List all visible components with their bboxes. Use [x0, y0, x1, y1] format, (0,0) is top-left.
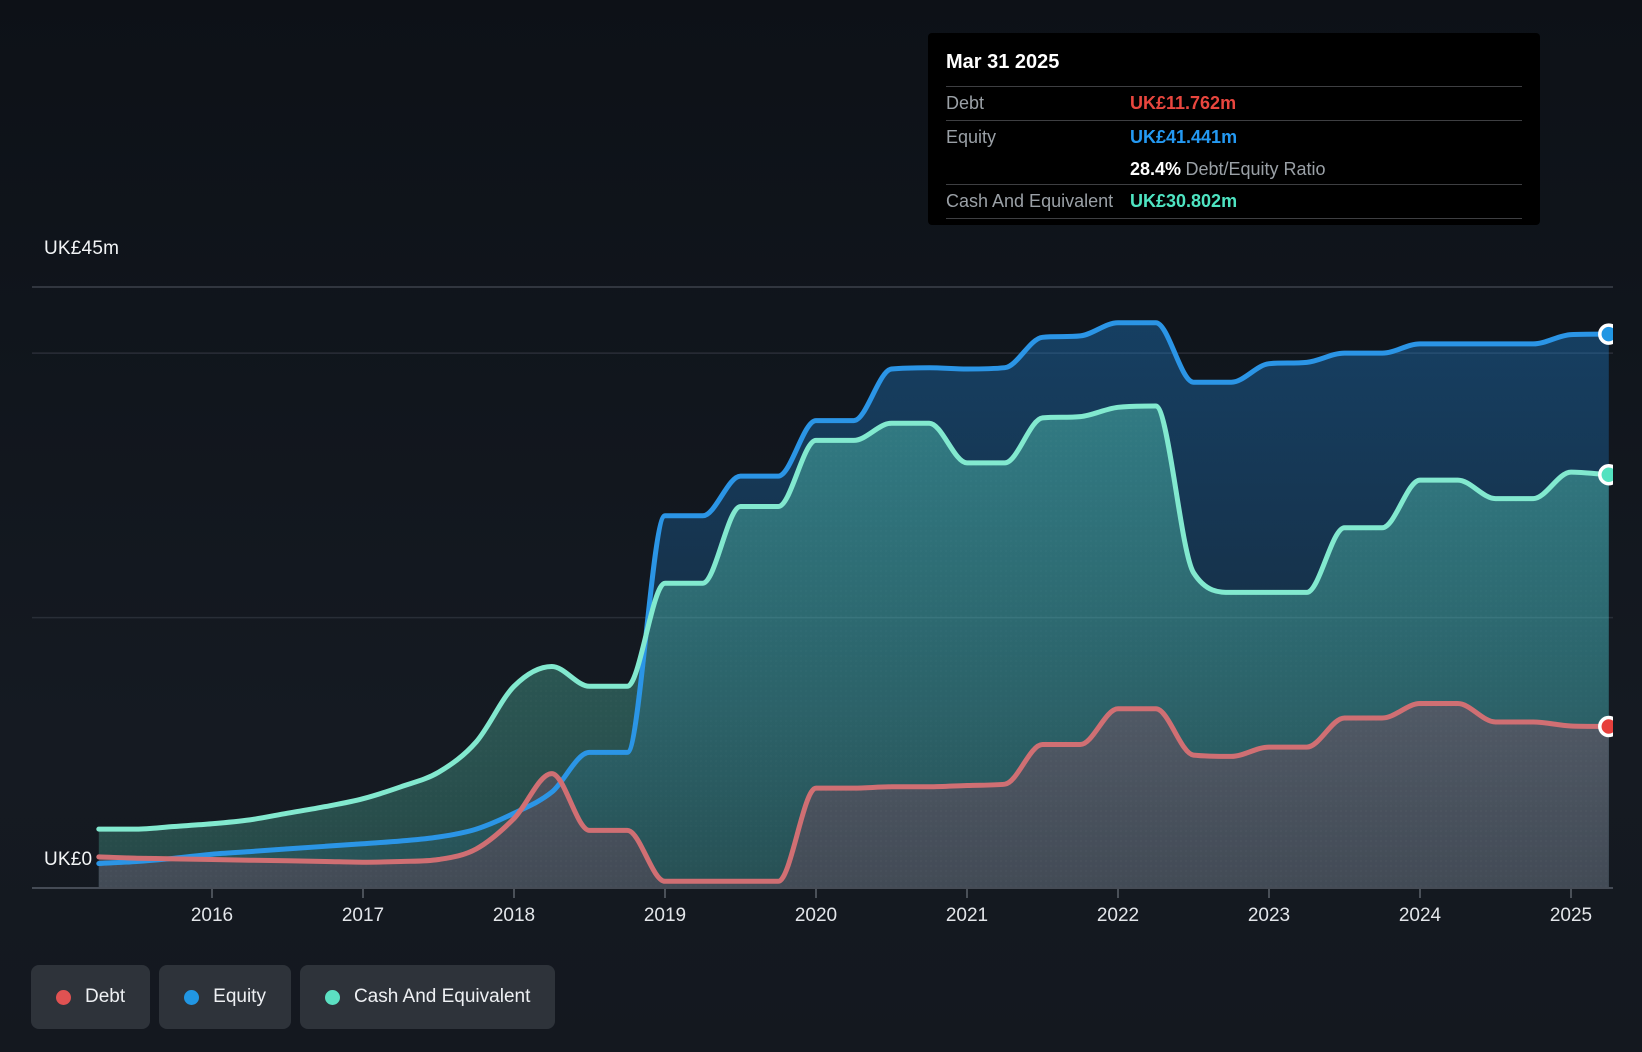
tooltip-debt-label: Debt	[946, 93, 985, 113]
tooltip-row-cash: Cash And Equivalent UK£30.802m	[946, 185, 1522, 218]
svg-text:2016: 2016	[191, 905, 233, 926]
legend-item-label: Equity	[213, 986, 266, 1007]
tooltip-ratio: 28.4% Debt/Equity Ratio	[1130, 159, 1522, 180]
tooltip-date: Mar 31 2025	[946, 51, 1060, 73]
svg-text:2018: 2018	[493, 905, 535, 926]
tooltip-debt-value: UK£11.762m	[1130, 93, 1237, 113]
debt-legend-dot	[56, 989, 71, 1005]
tooltip-separator	[946, 120, 1522, 121]
svg-text:2022: 2022	[1097, 905, 1139, 926]
svg-text:2020: 2020	[795, 905, 837, 926]
chart-legend: Debt Equity Cash And Equivalent	[31, 965, 556, 1029]
tooltip-equity-label: Equity	[946, 127, 997, 147]
tooltip-equity-value: UK£41.441m	[1130, 127, 1238, 147]
chart-tooltip: Mar 31 2025 Debt UK£11.762m Equity UK£41…	[928, 33, 1540, 225]
legend-item-debt[interactable]: Debt	[31, 965, 151, 1029]
tooltip-cash-value: UK£30.802m	[1130, 191, 1238, 211]
svg-text:2025: 2025	[1550, 905, 1592, 926]
tooltip-cash-label: Cash And Equivalent	[946, 191, 1114, 211]
legend-item-cash[interactable]: Cash And Equivalent	[299, 965, 556, 1029]
cash-legend-dot	[324, 989, 340, 1005]
y-axis-label-zero: UK£0	[44, 849, 93, 870]
svg-text:2021: 2021	[946, 905, 988, 926]
tooltip-row-ratio: 28.4% Debt/Equity Ratio	[946, 154, 1522, 184]
tooltip-ratio-value: 28.4%	[1130, 158, 1182, 179]
svg-text:2023: 2023	[1248, 905, 1290, 926]
legend-item-label: Cash And Equivalent	[353, 986, 531, 1007]
tooltip-separator	[946, 86, 1522, 87]
tooltip-row-debt: Debt UK£11.762m	[946, 87, 1522, 120]
svg-text:2019: 2019	[644, 905, 686, 926]
tooltip-row-equity: Equity UK£41.441m	[946, 121, 1522, 154]
tooltip-ratio-label: Debt/Equity Ratio	[1185, 158, 1326, 179]
svg-text:2024: 2024	[1399, 905, 1442, 926]
tooltip-separator	[946, 184, 1522, 185]
legend-item-equity[interactable]: Equity	[159, 965, 291, 1029]
tooltip-separator	[946, 218, 1522, 219]
legend-item-label: Debt	[85, 986, 126, 1007]
equity-legend-dot	[184, 989, 200, 1005]
svg-text:2017: 2017	[342, 905, 384, 926]
y-axis-label-top: UK£45m	[44, 238, 120, 259]
